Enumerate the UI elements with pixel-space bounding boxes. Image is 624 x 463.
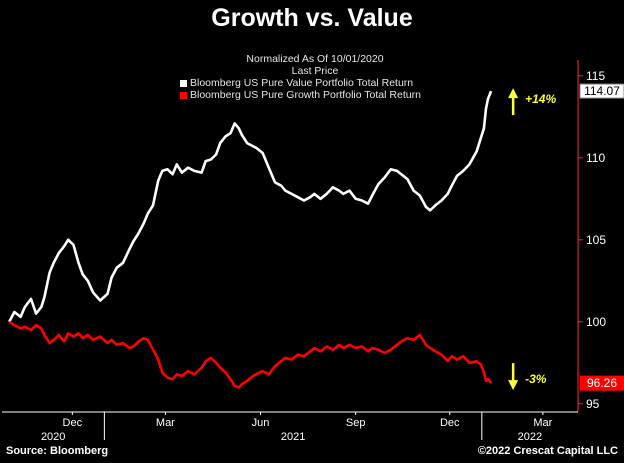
legend-swatch-value bbox=[180, 79, 187, 87]
year-label-2022: 2022 bbox=[518, 431, 542, 443]
up-arrow-head bbox=[508, 88, 519, 99]
legend-header-normalized: Normalized As Of 10/01/2020 bbox=[246, 53, 384, 65]
last-value-tag-growth bbox=[579, 375, 624, 391]
series-line-growth bbox=[8, 320, 493, 389]
annotation-growth-change: -3% bbox=[525, 372, 547, 386]
y-tick-label-110: 110 bbox=[586, 151, 605, 165]
legend-swatch-growth bbox=[180, 91, 187, 99]
last-value-label-growth: 96.26 bbox=[587, 376, 617, 390]
year-label-2021: 2021 bbox=[281, 431, 305, 443]
legend-item-value: Bloomberg US Pure Value Portfolio Total … bbox=[180, 77, 450, 89]
x-tick-label-2: Jun bbox=[252, 417, 270, 429]
x-tick-label-5: Mar bbox=[533, 417, 552, 429]
annotation-value-change: +14% bbox=[525, 92, 556, 106]
x-tick-label-1: Mar bbox=[156, 417, 175, 429]
legend-item-growth: Bloomberg US Pure Growth Portfolio Total… bbox=[180, 89, 450, 101]
y-tick-label-100: 100 bbox=[586, 315, 606, 329]
legend-label-value: Bloomberg US Pure Value Portfolio Total … bbox=[190, 77, 414, 89]
source-note: Source: Bloomberg bbox=[6, 445, 109, 457]
x-tick-label-3: Sep bbox=[346, 417, 366, 429]
year-label-2020: 2020 bbox=[41, 431, 65, 443]
legend-label-growth: Bloomberg US Pure Growth Portfolio Total… bbox=[190, 89, 421, 101]
y-tick-label-95: 95 bbox=[586, 397, 600, 411]
down-arrow-head bbox=[508, 380, 519, 391]
series-line-value bbox=[8, 90, 493, 323]
x-tick-label-0: Dec bbox=[63, 417, 83, 429]
chart-title: Growth vs. Value bbox=[211, 4, 413, 32]
x-tick-label-4: Dec bbox=[440, 417, 460, 429]
copyright-note: ©2022 Crescat Capital LLC bbox=[477, 445, 618, 457]
chart-legend: Normalized As Of 10/01/2020 Last Price B… bbox=[180, 53, 450, 101]
legend-header-last-price: Last Price bbox=[291, 65, 339, 77]
last-value-label-value: 114.07 bbox=[584, 84, 620, 98]
y-tick-label-115: 115 bbox=[586, 69, 605, 83]
y-tick-label-105: 105 bbox=[586, 233, 606, 247]
last-value-tag-value bbox=[579, 83, 624, 99]
